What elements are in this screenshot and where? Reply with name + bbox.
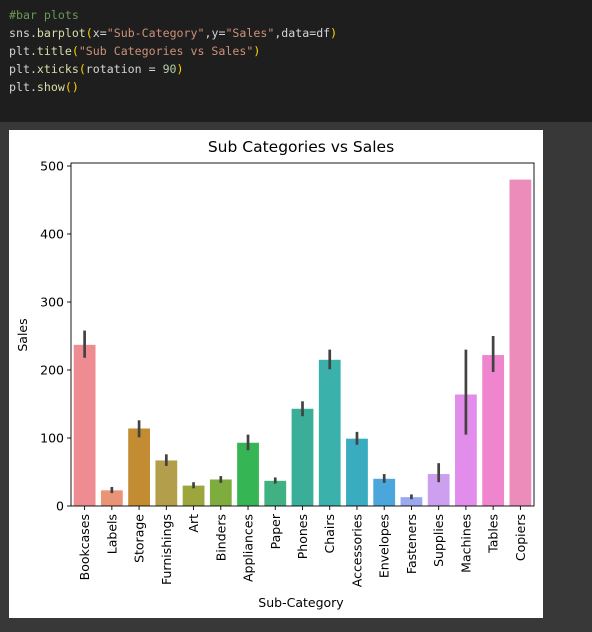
x-tick-label: Supplies — [431, 514, 446, 567]
y-tick-label: 200 — [40, 362, 64, 377]
code-line: plt.xticks(rotation = 90) — [9, 60, 184, 78]
bars-group — [73, 179, 532, 506]
x-axis-label: Sub-Category — [258, 595, 344, 610]
bar — [455, 394, 477, 506]
x-tick-label: Envelopes — [377, 514, 392, 578]
code-token: sns. — [9, 26, 37, 40]
x-tick-label: Furnishings — [159, 514, 174, 585]
chart-title: Sub Categories vs Sales — [208, 138, 394, 156]
x-tick-label: Paper — [268, 513, 283, 549]
code-token: ) — [253, 44, 261, 58]
chart-figure: Sub Categories vs Sales Sales Sub-Catego… — [9, 130, 543, 618]
x-tick-label: Fasteners — [404, 514, 419, 574]
code-token: #bar plots — [9, 8, 79, 22]
code-cell[interactable]: #bar plots sns.barplot(x="Sub-Category",y… — [0, 0, 592, 122]
bar — [155, 460, 178, 506]
bar — [73, 344, 96, 506]
y-tick-label: 0 — [56, 498, 64, 513]
bar — [373, 478, 396, 506]
bar — [209, 479, 232, 506]
x-tick-label: Copiers — [513, 514, 528, 561]
code-token: x= — [92, 26, 107, 40]
y-tick-label: 400 — [40, 226, 64, 241]
x-tick-label: Storage — [132, 514, 147, 563]
y-tick-label: 100 — [40, 430, 64, 445]
bar — [291, 408, 314, 506]
code-token: 90 — [162, 62, 177, 76]
code-token: ) — [330, 26, 338, 40]
code-token: ) — [176, 62, 184, 76]
code-line: sns.barplot(x="Sub-Category",y="Sales",d… — [9, 24, 337, 42]
x-axis-ticks: Bookcases Labels Storage Furnishings Art Bind… — [77, 506, 528, 587]
x-tick-label: Machines — [458, 514, 473, 573]
bar — [264, 480, 287, 506]
code-line: plt.show() — [9, 78, 79, 96]
bar — [100, 490, 123, 506]
bar — [509, 179, 532, 506]
bar-chart: Sub Categories vs Sales Sales Sub-Catego… — [15, 138, 535, 610]
error-bars-group — [83, 330, 495, 500]
bar — [427, 474, 450, 506]
code-line: #bar plots — [9, 6, 79, 24]
x-tick-label: Appliances — [241, 514, 256, 582]
code-token: barplot — [36, 26, 86, 40]
bar — [237, 442, 259, 506]
x-tick-label: Phones — [295, 514, 310, 559]
code-token: () — [64, 80, 79, 94]
code-token: ,y= — [204, 26, 226, 40]
x-tick-label: Binders — [213, 514, 228, 561]
code-line: plt.title("Sub Categories vs Sales") — [9, 42, 260, 60]
code-token: xticks — [36, 62, 79, 76]
code-token: show — [36, 80, 65, 94]
code-token: plt. — [9, 62, 37, 76]
code-token: rotation = — [85, 62, 163, 76]
y-axis-ticks: 0 100 200 300 400 500 — [40, 158, 71, 513]
x-tick-label: Tables — [486, 514, 501, 554]
y-tick-label: 300 — [40, 294, 64, 309]
y-tick-label: 500 — [40, 158, 64, 173]
axes-frame — [70, 162, 535, 507]
x-tick-label: Bookcases — [77, 514, 92, 580]
bar — [482, 355, 505, 506]
bar — [182, 485, 205, 506]
code-token: plt. — [9, 44, 37, 58]
x-tick-label: Art — [186, 514, 201, 533]
code-token: "Sub Categories vs Sales" — [78, 44, 254, 58]
axes-border — [70, 162, 535, 507]
y-axis-label: Sales — [15, 318, 30, 351]
x-tick-label: Accessories — [349, 514, 364, 587]
code-token: title — [36, 44, 72, 58]
code-token: ( — [85, 26, 93, 40]
bar — [346, 438, 368, 506]
code-token: "Sub-Category" — [106, 26, 205, 40]
code-token: plt. — [9, 80, 37, 94]
bar — [400, 497, 423, 506]
code-token: ,data=df — [274, 26, 331, 40]
x-tick-label: Labels — [104, 514, 119, 554]
code-token: ( — [71, 44, 79, 58]
bar — [128, 428, 150, 506]
code-token: "Sales" — [225, 26, 275, 40]
code-token: ( — [78, 62, 86, 76]
bar — [318, 359, 341, 506]
x-tick-label: Chairs — [322, 514, 337, 553]
